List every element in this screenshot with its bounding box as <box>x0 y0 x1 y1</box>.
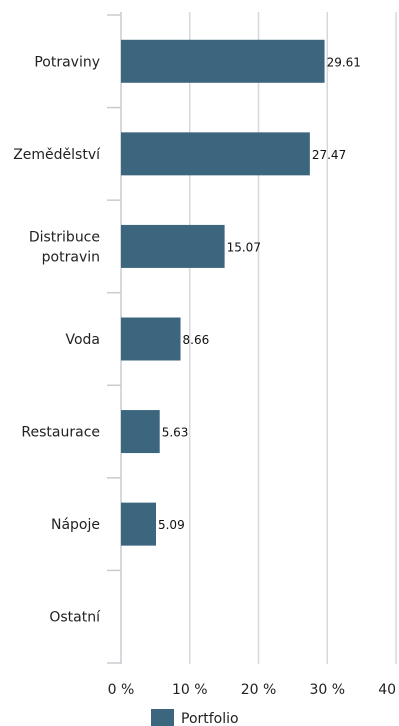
x-tick-label: 30 % <box>309 682 345 698</box>
x-tick-label: 10 % <box>172 682 208 698</box>
value-label: 8.66 <box>183 333 210 347</box>
bar <box>121 317 181 361</box>
value-label: 15.07 <box>227 240 261 254</box>
bar <box>121 410 160 454</box>
legend-swatch <box>151 709 174 726</box>
category-label: Potraviny <box>34 54 100 70</box>
category-label: potravin <box>42 249 100 265</box>
category-label: Ostatní <box>49 610 101 626</box>
value-label: 5.63 <box>162 426 189 440</box>
value-label: 5.09 <box>158 518 185 532</box>
bar <box>121 132 310 176</box>
bar <box>121 224 225 268</box>
x-tick-labels: 0 % 10 % 20 % 30 % 40 % <box>108 682 399 698</box>
category-labels: Potraviny Zemědělství Distribuce potravin Vo… <box>13 54 101 625</box>
category-label: Nápoje <box>51 517 100 533</box>
category-axis <box>107 12 122 664</box>
category-label: Restaurace <box>21 425 100 441</box>
x-tick-label: 0 % <box>108 682 135 698</box>
bar <box>121 39 325 83</box>
value-labels: 29.61 27.47 15.07 8.66 5.63 5.09 <box>158 55 361 532</box>
value-label: 27.47 <box>312 148 346 162</box>
legend: Portfolio <box>151 709 239 726</box>
category-label: Zemědělství <box>13 147 101 163</box>
legend-label-portfolio: Portfolio <box>181 711 239 726</box>
value-label: 29.61 <box>327 55 361 69</box>
x-tick-label: 20 % <box>241 682 277 698</box>
category-label: Distribuce <box>29 229 100 245</box>
bars <box>121 39 325 546</box>
bar <box>121 502 156 546</box>
gridlines <box>189 12 397 664</box>
x-tick-label: 40 % <box>378 682 399 698</box>
category-label: Voda <box>65 332 100 348</box>
